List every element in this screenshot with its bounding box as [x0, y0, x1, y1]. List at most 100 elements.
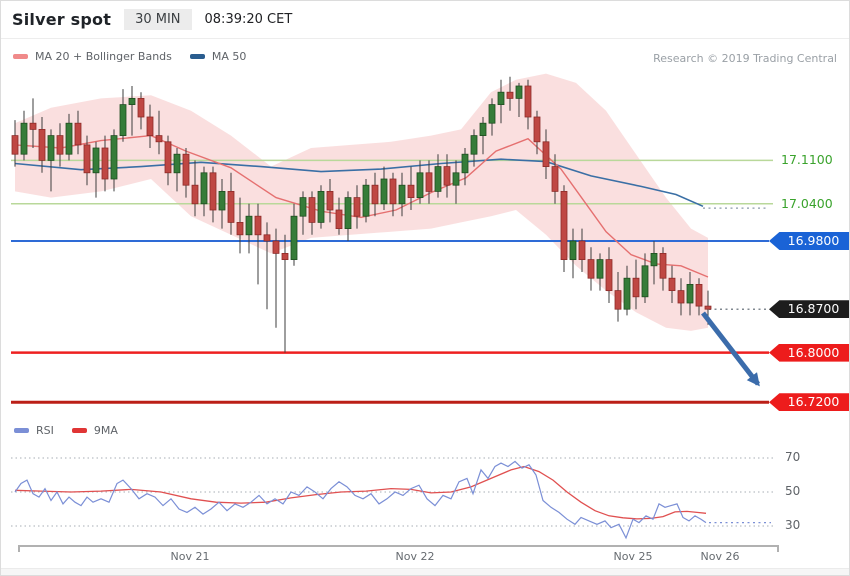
footer-bar	[1, 568, 849, 575]
ma50-line	[14, 158, 704, 208]
candle-body	[704, 305, 712, 310]
legend-item-rsi: RSI	[14, 424, 54, 437]
price-level-label: 17.1100	[781, 152, 833, 168]
candle-body	[128, 98, 136, 106]
candle-body	[308, 197, 316, 223]
candle-body	[155, 135, 163, 143]
candle-body	[569, 240, 577, 261]
candle-body	[47, 135, 55, 161]
rsi-9ma-line	[14, 465, 707, 520]
candle-body	[209, 172, 217, 211]
candle-body	[110, 135, 118, 180]
ma50-swatch-icon	[189, 54, 205, 59]
legend-label: MA 50	[211, 50, 247, 63]
legend-item-ma50: MA 50	[189, 50, 247, 63]
candle-body	[542, 141, 550, 168]
candle-body	[623, 277, 631, 310]
candle-body	[488, 104, 496, 124]
candle-body	[398, 184, 406, 205]
candle-body	[65, 122, 73, 155]
candle-body	[659, 252, 667, 279]
rsi-line	[14, 460, 707, 540]
rsi-level-label: 30	[785, 518, 801, 532]
candle-body	[551, 166, 559, 192]
legend-item-9ma: 9MA	[71, 424, 118, 437]
candle-body	[461, 153, 469, 174]
timeframe-badge[interactable]: 30 MIN	[124, 9, 192, 30]
price-level-tag: 16.8000	[769, 343, 849, 362]
candle-body	[524, 85, 532, 118]
candle-body	[335, 209, 343, 230]
candle-body	[56, 135, 64, 155]
candle-body	[344, 197, 352, 230]
candle-body	[578, 240, 586, 261]
candle-body	[173, 153, 181, 174]
x-axis-line	[18, 545, 779, 552]
bollinger-band	[15, 73, 708, 331]
candle-body	[371, 184, 379, 205]
candle-body	[506, 91, 514, 99]
candle-body	[164, 141, 172, 174]
candle-body	[272, 240, 280, 254]
candle-body	[614, 290, 622, 310]
candle-body	[281, 252, 289, 260]
candle-body	[11, 135, 19, 155]
candle-body	[182, 153, 190, 186]
legend-label: RSI	[36, 424, 54, 437]
legend-item-ma20-bollinger: MA 20 + Bollinger Bands	[13, 50, 172, 63]
candle-body	[380, 178, 388, 205]
candle-body	[686, 283, 694, 304]
candle-body	[677, 290, 685, 304]
candle-body	[605, 259, 613, 292]
rsi-level-label: 70	[785, 450, 801, 464]
rsi-level-label: 50	[785, 484, 801, 498]
price-level-tag: 16.7200	[769, 393, 849, 412]
candle-body	[632, 277, 640, 298]
candle-body	[38, 128, 46, 161]
candle-body	[227, 190, 235, 223]
candle-body	[416, 172, 424, 199]
last-price-tag: 16.8700	[769, 300, 849, 319]
candle-body	[299, 197, 307, 217]
price-legend: MA 20 + Bollinger Bands MA 50	[13, 50, 246, 63]
candle-body	[218, 190, 226, 211]
candle-body	[191, 184, 199, 205]
candle-body	[254, 215, 262, 236]
rsi-legend: RSI 9MA	[14, 424, 118, 437]
candle-body	[263, 234, 271, 242]
ma20-line	[14, 134, 709, 278]
candle-body	[695, 283, 703, 307]
candle-body	[236, 221, 244, 236]
x-axis-date: Nov 22	[395, 550, 435, 563]
candle-body	[317, 190, 325, 223]
candle-body	[443, 166, 451, 186]
candles-group	[11, 76, 712, 353]
candle-body	[92, 147, 100, 174]
header: Silver spot 30 MIN 08:39:20 CET	[1, 1, 849, 39]
candle-body	[515, 85, 523, 99]
candle-body	[119, 104, 127, 136]
candle-body	[425, 172, 433, 192]
candle-body	[650, 252, 658, 267]
candle-body	[452, 172, 460, 186]
candle-body	[83, 144, 91, 174]
price-level-tag: 16.9800	[769, 232, 849, 250]
candle-body	[101, 147, 109, 180]
clock: 08:39:20 CET	[204, 12, 293, 27]
candle-body	[146, 116, 154, 137]
candle-body	[587, 259, 595, 279]
x-axis-date: Nov 25	[613, 550, 653, 563]
legend-label: MA 20 + Bollinger Bands	[35, 50, 172, 63]
candle-body	[596, 259, 604, 279]
candle-body	[407, 184, 415, 198]
legend-label: 9MA	[93, 424, 118, 437]
candle-body	[245, 215, 253, 236]
candle-body	[470, 135, 478, 155]
candle-body	[560, 190, 568, 260]
candle-body	[497, 91, 505, 105]
candle-body	[29, 122, 37, 130]
ma20-bollinger-swatch-icon	[13, 54, 28, 59]
candle-body	[326, 190, 334, 211]
